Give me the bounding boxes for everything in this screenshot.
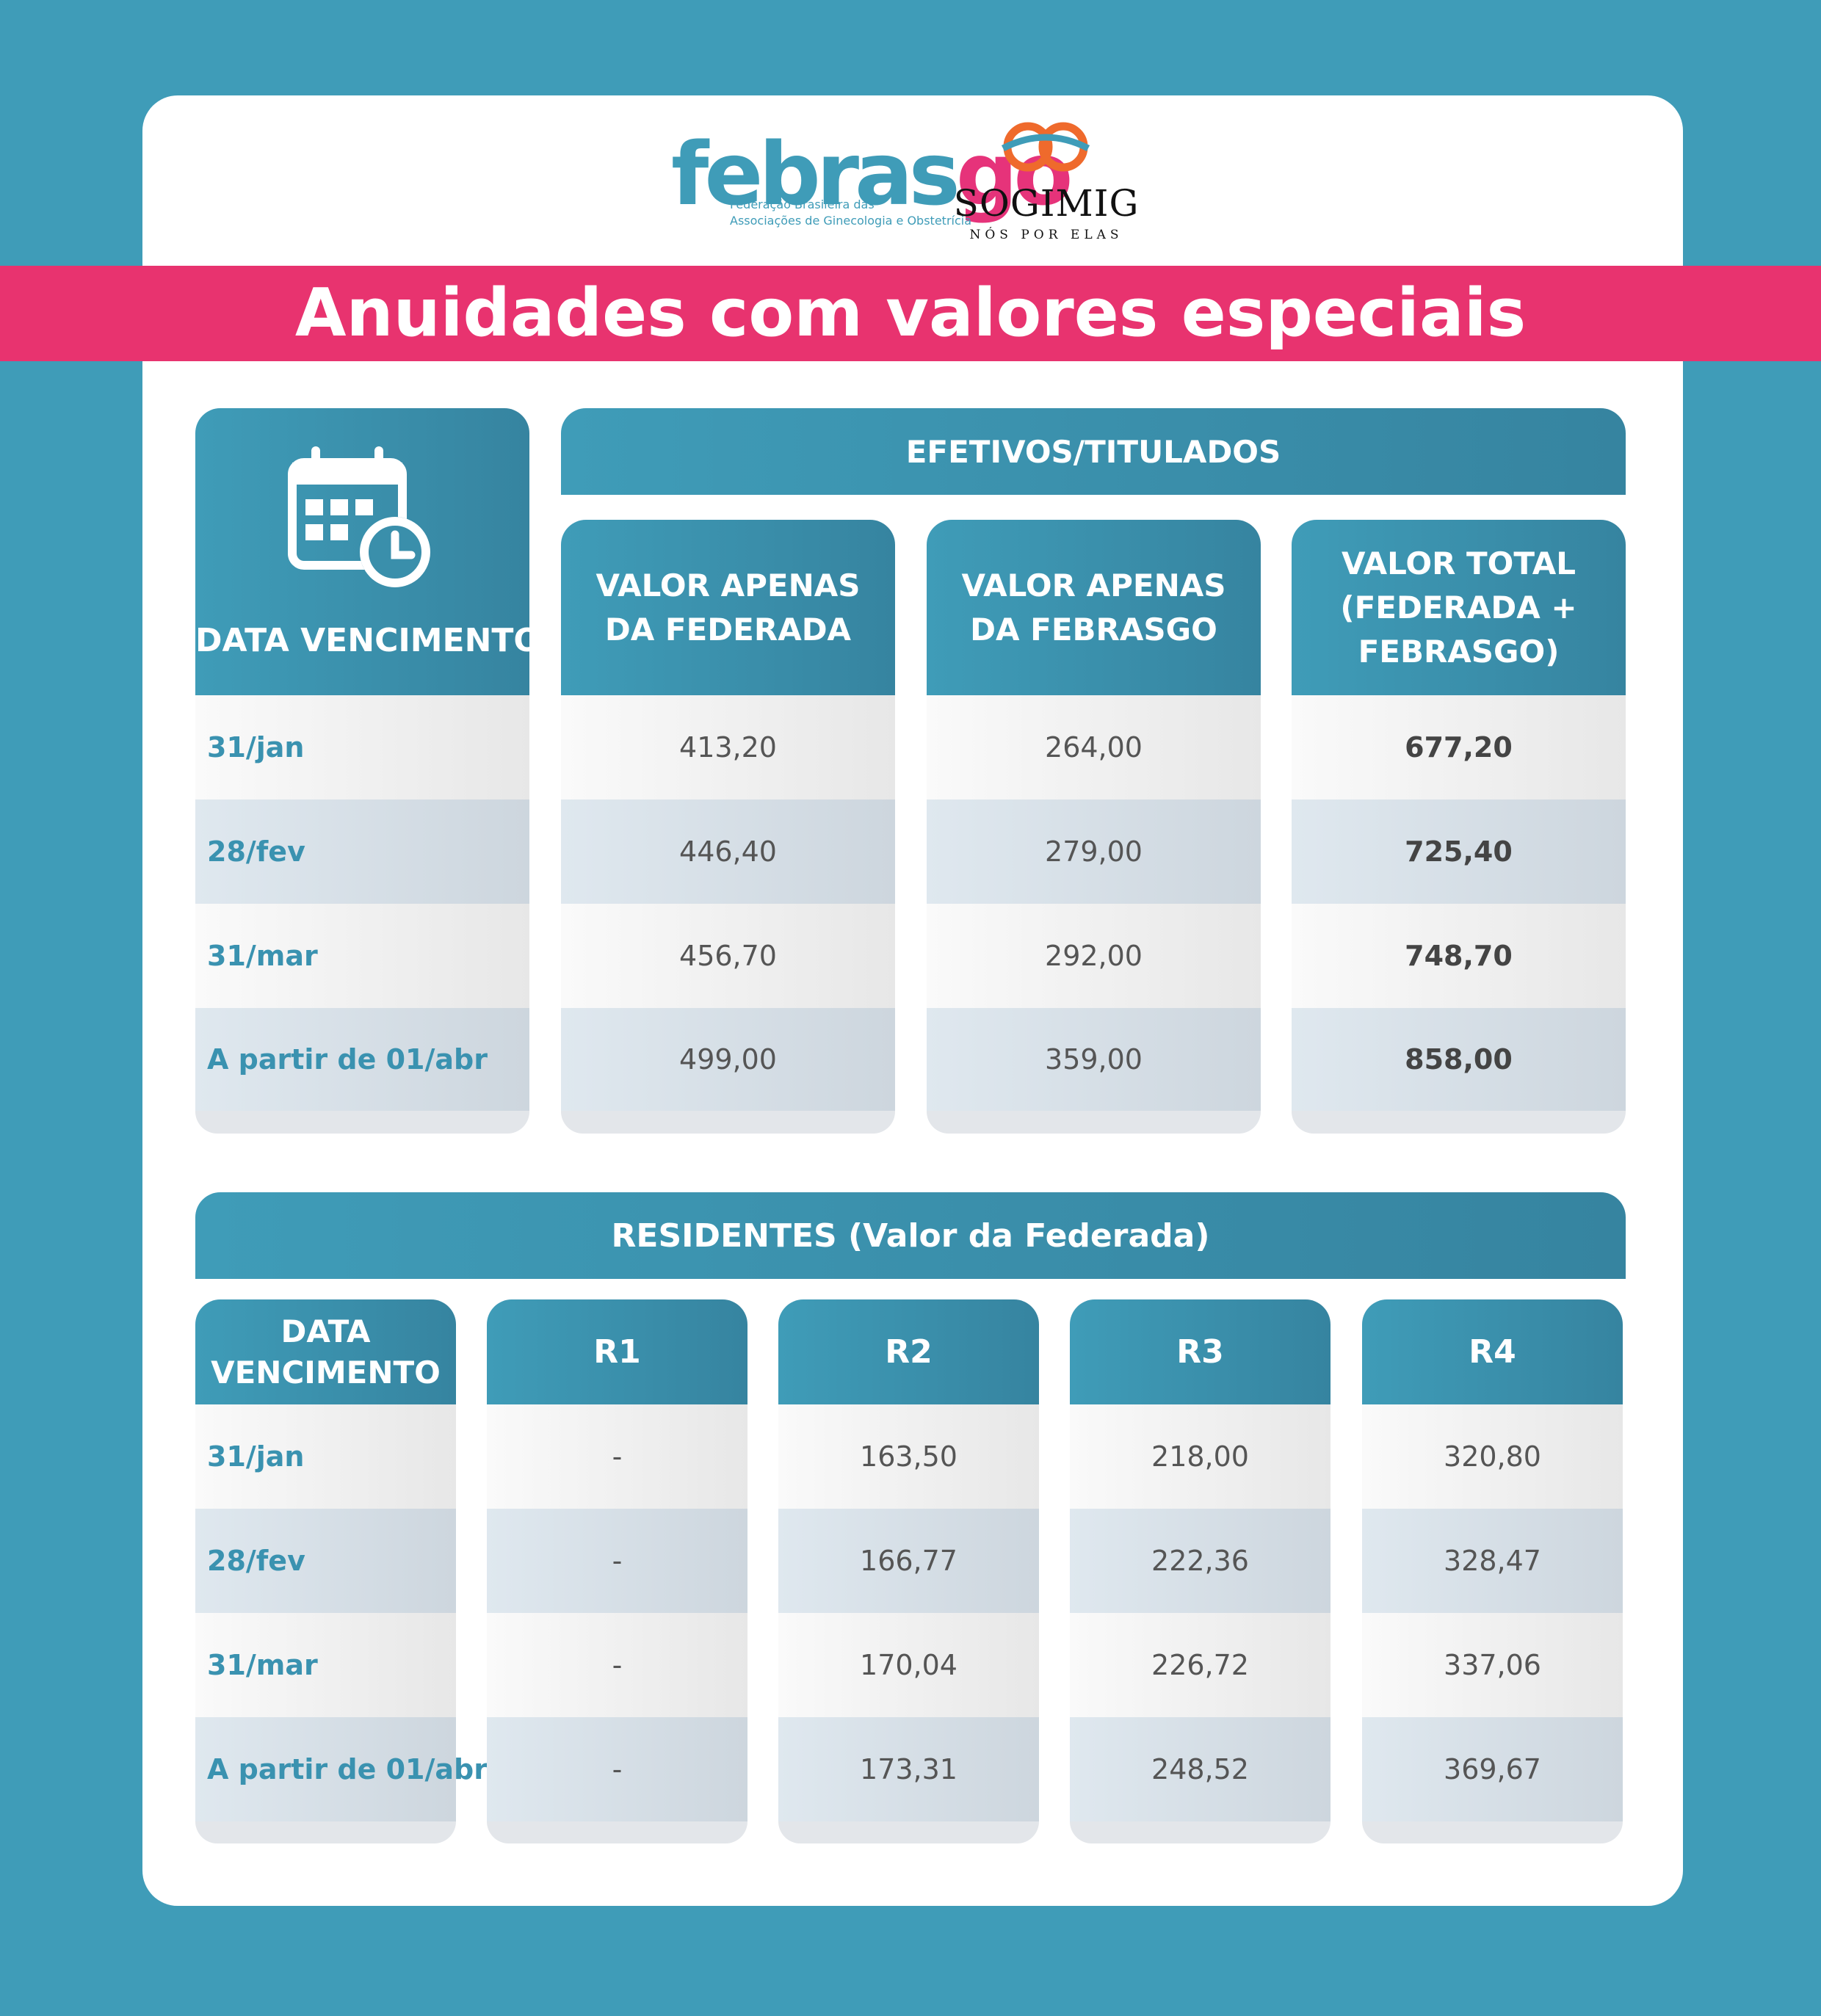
table-row-date: 31/jan	[195, 1404, 456, 1509]
col-header-r1: R1	[487, 1299, 747, 1404]
table-cell: 248,52	[1070, 1717, 1331, 1821]
table-cell-total: 677,20	[1292, 695, 1626, 799]
table-cell: 264,00	[927, 695, 1261, 799]
table-cell-total: 725,40	[1292, 799, 1626, 904]
table-row-date: A partir de 01/abr	[195, 1008, 529, 1111]
residentes-date-header: DATA VENCIMENTO	[195, 1299, 456, 1404]
sogimig-rings-icon	[1001, 122, 1090, 172]
febrasgo-subtitle-line2: Associações de Ginecologia e Obstetrícia	[730, 214, 972, 228]
table-cell: -	[487, 1404, 747, 1509]
residentes-group-header: RESIDENTES (Valor da Federada)	[195, 1192, 1626, 1279]
febrasgo-logo: febrasgo	[671, 126, 1073, 222]
table-cell: 499,00	[561, 1008, 895, 1111]
table-cell: 166,77	[778, 1509, 1039, 1613]
table-row-date: 28/fev	[195, 799, 529, 904]
col-header-federada: VALOR APENAS DA FEDERADA	[561, 520, 895, 695]
table-cell: -	[487, 1717, 747, 1821]
table-cell: 218,00	[1070, 1404, 1331, 1509]
table-cell: -	[487, 1613, 747, 1717]
table-row-date: 31/mar	[195, 1613, 456, 1717]
table-cell-total: 748,70	[1292, 904, 1626, 1008]
page-title: Anuidades com valores especiais	[294, 275, 1527, 352]
table-cell: 163,50	[778, 1404, 1039, 1509]
table-cell: 328,47	[1362, 1509, 1623, 1613]
table-cell: 279,00	[927, 799, 1261, 904]
table-cell: 456,70	[561, 904, 895, 1008]
col-header-r4: R4	[1362, 1299, 1623, 1404]
table-row-date: 31/jan	[195, 695, 529, 799]
table-row-date: A partir de 01/abr	[195, 1717, 488, 1821]
table-cell: 446,40	[561, 799, 895, 904]
table-cell: 369,67	[1362, 1717, 1623, 1821]
calendar-clock-icon	[288, 446, 430, 587]
table-cell: 170,04	[778, 1613, 1039, 1717]
table-cell: 413,20	[561, 695, 895, 799]
table-cell: 222,36	[1070, 1509, 1331, 1613]
col-header-febrasgo: VALOR APENAS DA FEBRASGO	[927, 520, 1261, 695]
col-header-r2: R2	[778, 1299, 1039, 1404]
table-cell: 359,00	[927, 1008, 1261, 1111]
table-cell: 337,06	[1362, 1613, 1623, 1717]
table-cell: 173,31	[778, 1717, 1039, 1821]
table-cell: -	[487, 1509, 747, 1613]
col-header-total: VALOR TOTAL (FEDERADA + FEBRASGO)	[1292, 520, 1626, 695]
febrasgo-subtitle: Federação Brasileira das Associações de …	[730, 197, 972, 229]
febrasgo-subtitle-line1: Federação Brasileira das	[730, 197, 875, 211]
col-header-r3: R3	[1070, 1299, 1331, 1404]
sogimig-logo-name: SOGIMIG	[953, 182, 1140, 225]
table-cell: 292,00	[927, 904, 1261, 1008]
title-banner	[0, 266, 1821, 361]
table-row-date: 31/mar	[195, 904, 529, 1008]
table-cell-total: 858,00	[1292, 1008, 1626, 1111]
table-cell: 226,72	[1070, 1613, 1331, 1717]
table-row-date: 28/fev	[195, 1509, 456, 1613]
efetivos-group-header: EFETIVOS/TITULADOS	[561, 408, 1626, 495]
sogimig-logo-tagline: NÓS POR ELAS	[969, 228, 1123, 242]
table-cell: 320,80	[1362, 1404, 1623, 1509]
efetivos-date-header-label: DATA VENCIMENTO	[195, 622, 541, 659]
febrasgo-logo-main: febras	[671, 123, 960, 225]
